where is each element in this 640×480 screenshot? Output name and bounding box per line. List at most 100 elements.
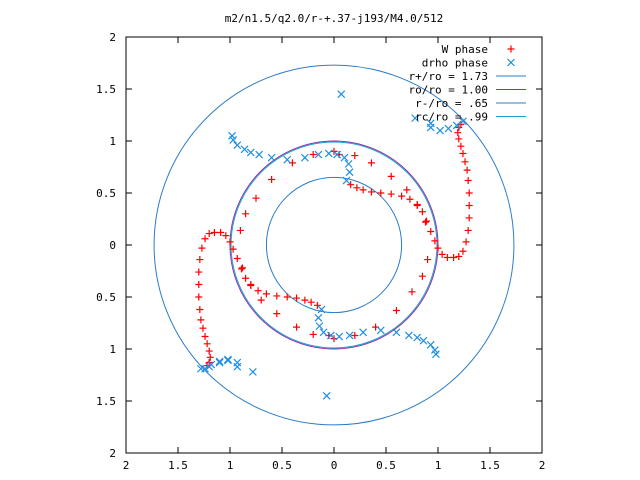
w-phase-point bbox=[262, 290, 270, 298]
drho-phase-point bbox=[344, 159, 353, 168]
drho-phase-point bbox=[459, 117, 467, 126]
legend-label: r-/ro = .65 bbox=[415, 97, 488, 110]
w-phase-point bbox=[210, 229, 218, 237]
w-phase-point bbox=[431, 237, 439, 245]
w-phase-point bbox=[236, 226, 244, 234]
w-phase-point bbox=[205, 230, 213, 238]
drho-phase-point bbox=[315, 322, 324, 331]
w-phase-point bbox=[377, 189, 385, 197]
w-phase-point bbox=[268, 175, 276, 183]
chart-title: m2/n1.5/q2.0/r-+.37-j193/M4.0/512 bbox=[225, 12, 444, 25]
drho-phase-point bbox=[300, 153, 309, 162]
drho-phase-point bbox=[317, 305, 326, 314]
x-tick-label: 1.5 bbox=[168, 459, 188, 472]
w-phase-point bbox=[257, 296, 265, 304]
w-phase-point bbox=[434, 244, 442, 252]
x-tick-label: 0.5 bbox=[272, 459, 292, 472]
drho-phase-point bbox=[333, 150, 342, 159]
w-phase-point bbox=[309, 330, 317, 338]
w-phase-point bbox=[254, 287, 262, 295]
drho-phase-point bbox=[444, 124, 453, 133]
drho-phase-point bbox=[342, 176, 351, 185]
w-phase-point bbox=[347, 181, 355, 189]
drho-phase-point bbox=[324, 149, 333, 158]
circle-5 bbox=[230, 141, 438, 349]
drho-phase-point bbox=[240, 145, 249, 154]
w-phase-point bbox=[423, 217, 431, 225]
drho-phase-point bbox=[319, 328, 328, 337]
w-phase-point bbox=[465, 189, 473, 197]
x-tick-label: 1.5 bbox=[480, 459, 500, 472]
w-phase-point bbox=[242, 274, 250, 282]
drho-phase-point bbox=[196, 364, 205, 373]
w-phase-point bbox=[206, 353, 214, 361]
drho-phase-point bbox=[436, 126, 445, 135]
w-phase-point bbox=[422, 218, 430, 226]
w-phase-point bbox=[408, 288, 416, 296]
y-tick-label: 1.5 bbox=[96, 83, 116, 96]
w-phase-point bbox=[462, 238, 470, 246]
w-phase-point bbox=[197, 316, 205, 324]
points-layer bbox=[195, 90, 473, 400]
y-tick-label: 1.5 bbox=[96, 395, 116, 408]
w-phase-point bbox=[229, 245, 237, 253]
y-tick-label: 0.5 bbox=[96, 291, 116, 304]
w-phase-point bbox=[198, 244, 206, 252]
w-phase-point bbox=[455, 135, 463, 143]
legend-swatch bbox=[507, 58, 515, 67]
x-tick-label: 1 bbox=[227, 459, 234, 472]
drho-phase-point bbox=[337, 90, 346, 99]
drho-phase-point bbox=[340, 153, 349, 162]
y-tick-label: 0 bbox=[109, 239, 116, 252]
circle-4 bbox=[265, 176, 403, 314]
axes-layer: 2 1.5 1 0.5 0 0.5 1 1.5 221.510.500.511.52 bbox=[96, 31, 545, 472]
x-tick-label: 1 bbox=[435, 459, 442, 472]
x-tick-label: 2 bbox=[123, 459, 130, 472]
drho-phase-point bbox=[419, 336, 428, 345]
drho-phase-point bbox=[283, 155, 292, 164]
legend-label: drho phase bbox=[422, 57, 488, 70]
w-phase-point bbox=[237, 265, 245, 273]
drho-phase-point bbox=[345, 168, 354, 177]
drho-phase-point bbox=[392, 328, 401, 337]
w-phase-point bbox=[459, 149, 467, 157]
w-phase-point bbox=[359, 186, 367, 194]
drho-phase-point bbox=[411, 114, 420, 123]
w-phase-point bbox=[413, 201, 421, 209]
w-phase-point bbox=[450, 253, 458, 261]
legend-label: rc/ro = .99 bbox=[415, 111, 488, 124]
w-phase-point bbox=[464, 226, 472, 234]
y-tick-label: 1 bbox=[109, 343, 116, 356]
w-phase-point bbox=[351, 152, 359, 160]
drho-phase-point bbox=[215, 358, 224, 367]
drho-phase-point bbox=[404, 331, 413, 340]
drho-phase-point bbox=[314, 313, 323, 322]
drho-phase-point bbox=[267, 153, 276, 162]
drho-phase-point bbox=[335, 332, 344, 341]
x-tick-label: 0 bbox=[331, 459, 338, 472]
circle-2 bbox=[153, 64, 515, 426]
drho-phase-point bbox=[246, 148, 255, 157]
w-phase-point bbox=[424, 256, 432, 264]
legend-label: W phase bbox=[442, 43, 488, 56]
w-phase-point bbox=[418, 208, 426, 216]
w-phase-point bbox=[196, 256, 204, 264]
w-phase-point bbox=[273, 310, 281, 318]
w-phase-point bbox=[301, 296, 309, 304]
drho-phase-point bbox=[322, 391, 331, 400]
w-phase-point bbox=[283, 293, 291, 301]
drho-phase-point bbox=[223, 356, 232, 365]
w-phase-point bbox=[455, 252, 463, 260]
w-phase-point bbox=[465, 201, 473, 209]
y-tick-label: 1 bbox=[109, 135, 116, 148]
drho-phase-point bbox=[426, 340, 435, 349]
w-phase-point bbox=[406, 195, 414, 203]
drho-phase-point bbox=[376, 326, 385, 335]
w-phase-point bbox=[367, 159, 375, 167]
w-phase-point bbox=[195, 268, 203, 276]
w-phase-point bbox=[293, 323, 301, 331]
w-phase-point bbox=[199, 324, 207, 332]
w-phase-point bbox=[252, 194, 260, 202]
w-phase-point bbox=[464, 177, 472, 185]
drho-phase-point bbox=[255, 150, 264, 159]
